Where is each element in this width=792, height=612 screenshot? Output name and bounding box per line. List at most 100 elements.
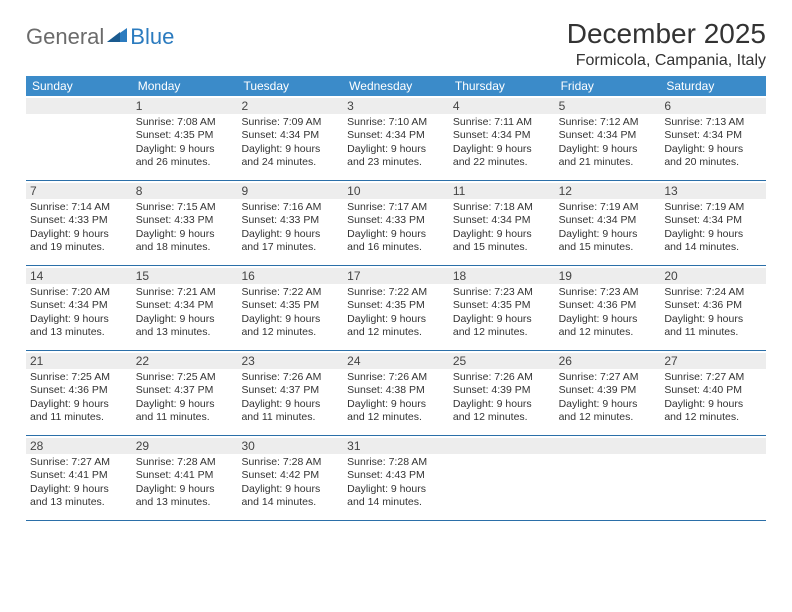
day-number: 15: [132, 268, 238, 284]
day-cell: 28Sunrise: 7:27 AMSunset: 4:41 PMDayligh…: [26, 436, 132, 520]
sunset-text: Sunset: 4:42 PM: [241, 469, 339, 482]
sunset-text: Sunset: 4:33 PM: [347, 214, 445, 227]
sunrise-text: Sunrise: 7:19 AM: [559, 201, 657, 214]
day-info: Sunrise: 7:10 AMSunset: 4:34 PMDaylight:…: [347, 116, 445, 170]
daylight-text: Daylight: 9 hours and 15 minutes.: [453, 228, 551, 255]
day-info: Sunrise: 7:28 AMSunset: 4:42 PMDaylight:…: [241, 456, 339, 510]
sunrise-text: Sunrise: 7:23 AM: [559, 286, 657, 299]
day-cell: 19Sunrise: 7:23 AMSunset: 4:36 PMDayligh…: [555, 266, 661, 350]
daylight-text: Daylight: 9 hours and 22 minutes.: [453, 143, 551, 170]
day-cell: [660, 436, 766, 520]
sunrise-text: Sunrise: 7:15 AM: [136, 201, 234, 214]
sunrise-text: Sunrise: 7:24 AM: [664, 286, 762, 299]
day-info: Sunrise: 7:19 AMSunset: 4:34 PMDaylight:…: [664, 201, 762, 255]
day-info: Sunrise: 7:24 AMSunset: 4:36 PMDaylight:…: [664, 286, 762, 340]
day-cell: 26Sunrise: 7:27 AMSunset: 4:39 PMDayligh…: [555, 351, 661, 435]
sunset-text: Sunset: 4:36 PM: [30, 384, 128, 397]
day-cell: 8 Sunrise: 7:15 AMSunset: 4:33 PMDaylight…: [132, 181, 238, 265]
day-number: 18: [449, 268, 555, 284]
sunset-text: Sunset: 4:34 PM: [453, 214, 551, 227]
day-info: Sunrise: 7:28 AMSunset: 4:41 PMDaylight:…: [136, 456, 234, 510]
sunset-text: Sunset: 4:38 PM: [347, 384, 445, 397]
daylight-text: Daylight: 9 hours and 16 minutes.: [347, 228, 445, 255]
daylight-text: Daylight: 9 hours and 13 minutes.: [30, 483, 128, 510]
day-cell: 2Sunrise: 7:09 AMSunset: 4:34 PMDaylight…: [237, 96, 343, 180]
day-cell: 13Sunrise: 7:19 AMSunset: 4:34 PMDayligh…: [660, 181, 766, 265]
day-number: 16: [237, 268, 343, 284]
sunrise-text: Sunrise: 7:23 AM: [453, 286, 551, 299]
day-header-friday: Friday: [555, 76, 661, 96]
day-cell: 24Sunrise: 7:26 AMSunset: 4:38 PMDayligh…: [343, 351, 449, 435]
day-cell: 4Sunrise: 7:11 AMSunset: 4:34 PMDaylight…: [449, 96, 555, 180]
day-cell: [26, 96, 132, 180]
sunrise-text: Sunrise: 7:27 AM: [30, 456, 128, 469]
daylight-text: Daylight: 9 hours and 12 minutes.: [559, 313, 657, 340]
day-number: 2: [237, 98, 343, 114]
day-number: 30: [237, 438, 343, 454]
daylight-text: Daylight: 9 hours and 12 minutes.: [241, 313, 339, 340]
day-number: 3: [343, 98, 449, 114]
daylight-text: Daylight: 9 hours and 26 minutes.: [136, 143, 234, 170]
daylight-text: Daylight: 9 hours and 17 minutes.: [241, 228, 339, 255]
day-cell: 25Sunrise: 7:26 AMSunset: 4:39 PMDayligh…: [449, 351, 555, 435]
day-info: Sunrise: 7:15 AMSunset: 4:33 PMDaylight:…: [136, 201, 234, 255]
day-info: Sunrise: 7:13 AMSunset: 4:34 PMDaylight:…: [664, 116, 762, 170]
sunrise-text: Sunrise: 7:26 AM: [453, 371, 551, 384]
day-number: 25: [449, 353, 555, 369]
day-info: Sunrise: 7:08 AMSunset: 4:35 PMDaylight:…: [136, 116, 234, 170]
day-cell: 23Sunrise: 7:26 AMSunset: 4:37 PMDayligh…: [237, 351, 343, 435]
day-info: Sunrise: 7:17 AMSunset: 4:33 PMDaylight:…: [347, 201, 445, 255]
day-info: Sunrise: 7:23 AMSunset: 4:36 PMDaylight:…: [559, 286, 657, 340]
day-number: 31: [343, 438, 449, 454]
daylight-text: Daylight: 9 hours and 12 minutes.: [347, 313, 445, 340]
sunrise-text: Sunrise: 7:14 AM: [30, 201, 128, 214]
sunrise-text: Sunrise: 7:21 AM: [136, 286, 234, 299]
daylight-text: Daylight: 9 hours and 15 minutes.: [559, 228, 657, 255]
day-header-monday: Monday: [132, 76, 238, 96]
daylight-text: Daylight: 9 hours and 12 minutes.: [453, 313, 551, 340]
sunset-text: Sunset: 4:33 PM: [241, 214, 339, 227]
day-cell: 31 Sunrise: 7:28 AMSunset: 4:43 PMDayligh…: [343, 436, 449, 520]
day-info: Sunrise: 7:21 AMSunset: 4:34 PMDaylight:…: [136, 286, 234, 340]
day-cell: 1Sunrise: 7:08 AMSunset: 4:35 PMDaylight…: [132, 96, 238, 180]
sunset-text: Sunset: 4:37 PM: [241, 384, 339, 397]
day-info: Sunrise: 7:11 AMSunset: 4:34 PMDaylight:…: [453, 116, 551, 170]
day-number: 24: [343, 353, 449, 369]
day-info: Sunrise: 7:18 AMSunset: 4:34 PMDaylight:…: [453, 201, 551, 255]
title-block: December 2025 Formicola, Campania, Italy: [567, 18, 766, 70]
day-info: Sunrise: 7:16 AMSunset: 4:33 PMDaylight:…: [241, 201, 339, 255]
day-number: 22: [132, 353, 238, 369]
sunrise-text: Sunrise: 7:28 AM: [241, 456, 339, 469]
sunset-text: Sunset: 4:43 PM: [347, 469, 445, 482]
empty-day: [449, 438, 555, 454]
week-row: 14Sunrise: 7:20 AMSunset: 4:34 PMDayligh…: [26, 266, 766, 351]
daylight-text: Daylight: 9 hours and 11 minutes.: [30, 398, 128, 425]
day-info: Sunrise: 7:14 AMSunset: 4:33 PMDaylight:…: [30, 201, 128, 255]
sunrise-text: Sunrise: 7:10 AM: [347, 116, 445, 129]
day-info: Sunrise: 7:19 AMSunset: 4:34 PMDaylight:…: [559, 201, 657, 255]
day-header-wednesday: Wednesday: [343, 76, 449, 96]
daylight-text: Daylight: 9 hours and 21 minutes.: [559, 143, 657, 170]
day-cell: 16Sunrise: 7:22 AMSunset: 4:35 PMDayligh…: [237, 266, 343, 350]
sunrise-text: Sunrise: 7:28 AM: [347, 456, 445, 469]
sunset-text: Sunset: 4:33 PM: [30, 214, 128, 227]
sunrise-text: Sunrise: 7:28 AM: [136, 456, 234, 469]
daylight-text: Daylight: 9 hours and 14 minutes.: [664, 228, 762, 255]
day-number: 8: [132, 183, 238, 199]
day-info: Sunrise: 7:22 AMSunset: 4:35 PMDaylight:…: [347, 286, 445, 340]
sunrise-text: Sunrise: 7:13 AM: [664, 116, 762, 129]
sunrise-text: Sunrise: 7:16 AM: [241, 201, 339, 214]
daylight-text: Daylight: 9 hours and 23 minutes.: [347, 143, 445, 170]
sunset-text: Sunset: 4:35 PM: [136, 129, 234, 142]
day-info: Sunrise: 7:28 AMSunset: 4:43 PMDaylight:…: [347, 456, 445, 510]
day-info: Sunrise: 7:27 AMSunset: 4:39 PMDaylight:…: [559, 371, 657, 425]
day-cell: 20Sunrise: 7:24 AMSunset: 4:36 PMDayligh…: [660, 266, 766, 350]
daylight-text: Daylight: 9 hours and 18 minutes.: [136, 228, 234, 255]
daylight-text: Daylight: 9 hours and 14 minutes.: [241, 483, 339, 510]
week-row: 1Sunrise: 7:08 AMSunset: 4:35 PMDaylight…: [26, 96, 766, 181]
daylight-text: Daylight: 9 hours and 19 minutes.: [30, 228, 128, 255]
sunset-text: Sunset: 4:36 PM: [664, 299, 762, 312]
day-cell: 12Sunrise: 7:19 AMSunset: 4:34 PMDayligh…: [555, 181, 661, 265]
daylight-text: Daylight: 9 hours and 12 minutes.: [453, 398, 551, 425]
sunrise-text: Sunrise: 7:27 AM: [559, 371, 657, 384]
